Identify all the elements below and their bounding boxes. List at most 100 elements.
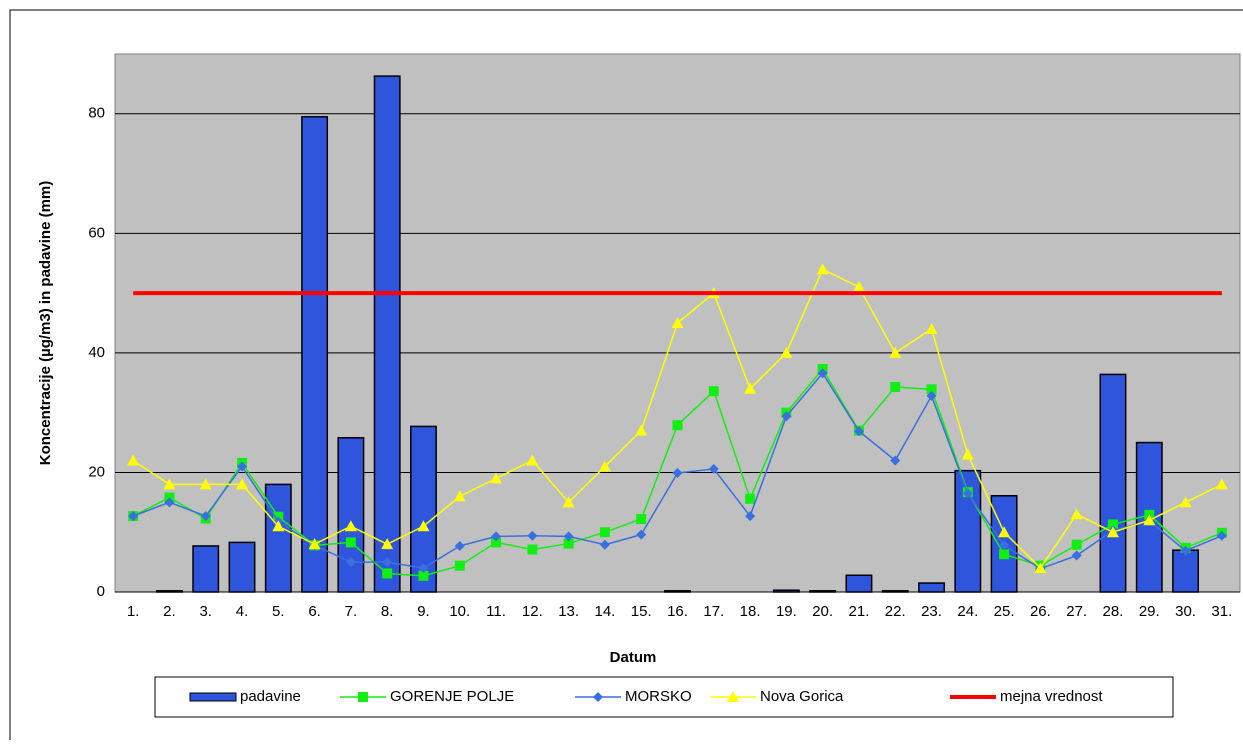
- bar: [192, 545, 220, 593]
- bar: [845, 574, 873, 593]
- point: [1071, 539, 1082, 550]
- frame: [9, 9, 1243, 745]
- point: [599, 527, 610, 538]
- x-tick-label: 6.: [308, 603, 321, 620]
- x-tick-label: 29.: [1139, 603, 1160, 620]
- point: [490, 472, 503, 484]
- point: [999, 549, 1010, 560]
- x-tick-label: 19.: [776, 603, 797, 620]
- point: [491, 537, 502, 548]
- point: [998, 526, 1011, 538]
- point: [599, 539, 610, 550]
- x-tick-label: 24.: [957, 603, 978, 620]
- point: [1070, 508, 1083, 520]
- point: [852, 281, 865, 293]
- x-tick-label: 2.: [163, 603, 176, 620]
- x-tick-label: 7.: [345, 603, 358, 620]
- bar: [772, 589, 800, 593]
- point: [780, 346, 793, 358]
- point: [164, 497, 175, 508]
- x-axis-label: Datum: [610, 649, 657, 666]
- x-tick-label: 30.: [1175, 603, 1196, 620]
- bar: [954, 469, 982, 593]
- point: [563, 538, 574, 549]
- point: [1216, 530, 1227, 541]
- bar: [155, 590, 183, 593]
- legend-label: GORENJE POLJE: [390, 688, 514, 705]
- x-tick-label: 10.: [449, 603, 470, 620]
- point: [962, 488, 973, 499]
- x-tick-label: 4.: [236, 603, 249, 620]
- bar: [881, 590, 909, 593]
- y-axis-label: Koncentracije (µg/m3) in padavine (mm): [37, 181, 54, 466]
- x-tick-label: 25.: [994, 603, 1015, 620]
- point: [745, 511, 756, 522]
- point: [344, 520, 357, 532]
- legend: [154, 676, 1174, 718]
- point: [382, 557, 393, 568]
- bar: [373, 75, 401, 593]
- bar: [1172, 549, 1200, 593]
- point: [527, 530, 538, 541]
- point: [345, 557, 356, 568]
- x-tick-label: 13.: [558, 603, 579, 620]
- x-tick-label: 18.: [740, 603, 761, 620]
- x-tick-label: 11.: [486, 603, 506, 620]
- point: [708, 463, 719, 474]
- point: [563, 531, 574, 542]
- x-tick-label: 1.: [127, 603, 140, 620]
- y-tick-label: 20: [88, 463, 105, 480]
- point: [925, 322, 938, 334]
- point: [781, 411, 792, 422]
- point: [1107, 519, 1118, 530]
- bar: [228, 541, 256, 593]
- point: [454, 560, 465, 571]
- x-tick-label: 8.: [381, 603, 394, 620]
- bar: [664, 590, 691, 593]
- point: [381, 538, 394, 550]
- point: [526, 454, 539, 466]
- point: [1180, 545, 1191, 556]
- point: [708, 386, 719, 397]
- legend-marker: [358, 692, 368, 702]
- x-tick-label: 15.: [631, 603, 652, 620]
- point: [491, 531, 502, 542]
- point: [1106, 526, 1119, 538]
- point: [1143, 514, 1156, 526]
- point: [163, 478, 176, 490]
- point: [382, 568, 393, 579]
- point: [636, 514, 647, 525]
- point: [890, 381, 901, 392]
- point: [999, 540, 1010, 551]
- point: [418, 563, 429, 574]
- legend-label: mejna vrednost: [1000, 688, 1103, 705]
- point: [345, 537, 356, 548]
- point: [636, 529, 647, 540]
- y-tick-label: 60: [88, 224, 105, 241]
- x-tick-label: 5.: [272, 603, 285, 620]
- point: [744, 382, 757, 394]
- point: [961, 448, 974, 460]
- x-tick-label: 23.: [921, 603, 942, 620]
- x-tick-label: 12.: [522, 603, 543, 620]
- legend-label: MORSKO: [625, 688, 692, 705]
- x-tick-label: 31.: [1211, 603, 1232, 620]
- y-tick-label: 40: [88, 344, 105, 361]
- point: [453, 490, 466, 502]
- x-tick-label: 14.: [594, 603, 615, 620]
- legend-marker: [593, 692, 603, 702]
- x-tick-label: 22.: [885, 603, 906, 620]
- bar: [809, 590, 837, 593]
- x-tick-label: 20.: [812, 603, 833, 620]
- point: [1071, 550, 1082, 561]
- legend-marker: [727, 691, 739, 702]
- point: [454, 540, 465, 551]
- x-tick-label: 3.: [199, 603, 212, 620]
- x-tick-label: 28.: [1103, 603, 1124, 620]
- point: [237, 461, 248, 472]
- bar: [337, 437, 365, 593]
- point: [127, 454, 140, 466]
- legend-label: Nova Gorica: [760, 688, 844, 705]
- point: [1034, 562, 1047, 574]
